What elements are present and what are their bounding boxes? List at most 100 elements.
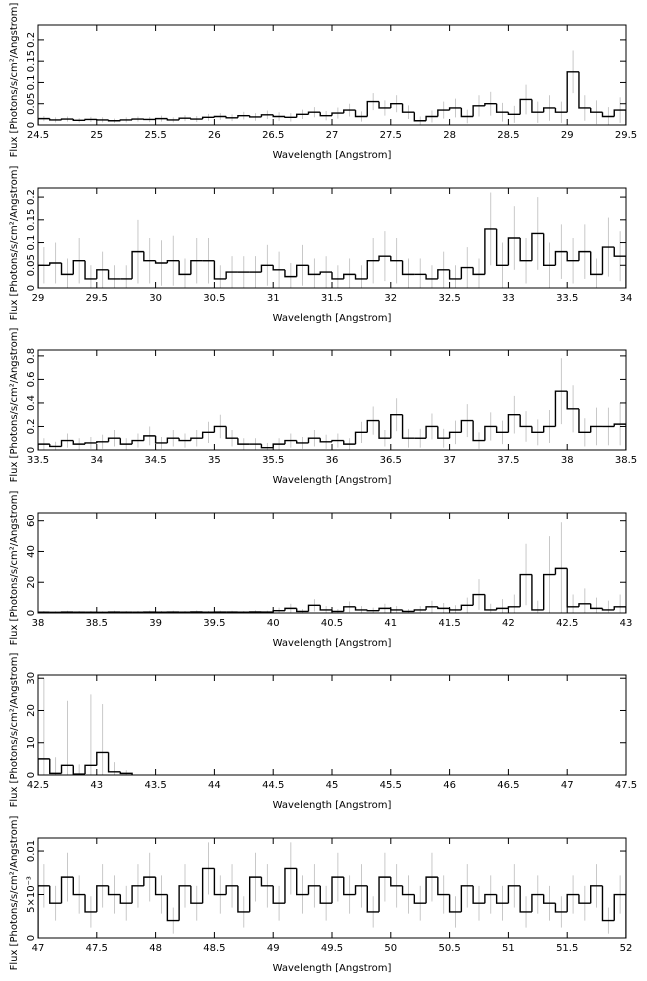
histogram-step	[531, 426, 544, 434]
x-tick-label: 41.5	[438, 618, 460, 629]
x-tick-label: 33.5	[27, 455, 49, 466]
histogram-step	[448, 269, 462, 280]
histogram-step	[554, 107, 568, 113]
x-tick-label: 49	[267, 943, 280, 954]
histogram-step	[248, 115, 262, 118]
histogram-step	[472, 593, 485, 606]
histogram-step	[284, 607, 297, 611]
histogram-step	[613, 247, 626, 288]
histogram-step	[60, 118, 74, 120]
x-tick-label: 43.5	[144, 780, 166, 791]
histogram-step	[590, 603, 603, 610]
histogram-step	[307, 437, 321, 443]
x-tick-label: 33	[502, 293, 515, 304]
x-tick-label: 29.5	[86, 293, 108, 304]
histogram-step	[84, 260, 97, 280]
y-axis-label: Flux [Photons/s/cm²/Angstrom]	[9, 166, 20, 321]
x-tick-label: 39.5	[203, 618, 225, 629]
histogram-step	[296, 264, 309, 277]
histogram-step	[72, 877, 86, 896]
plot-frame	[37, 674, 627, 776]
x-tick-label: 38.5	[86, 618, 108, 629]
histogram-step	[178, 438, 191, 442]
x-axis-label: Wavelength [Angstrom]	[273, 313, 392, 324]
x-tick-label: 25	[90, 130, 103, 141]
histogram-step	[484, 103, 497, 106]
histogram-step	[131, 439, 144, 445]
x-tick-label: 37	[443, 455, 456, 466]
histogram-step	[507, 237, 521, 266]
histogram-step	[131, 118, 144, 120]
histogram-step	[296, 113, 309, 118]
histogram-step	[107, 752, 121, 773]
error-bars	[43, 522, 621, 613]
histogram-step	[49, 118, 62, 121]
x-tick-label: 35.5	[262, 455, 284, 466]
histogram-step	[484, 425, 497, 441]
histogram-step	[495, 103, 509, 113]
x-tick-label: 47	[32, 943, 45, 954]
histogram-step	[519, 238, 532, 262]
x-tick-label: 40	[267, 618, 280, 629]
histogram-step	[107, 119, 121, 122]
histogram-step	[590, 425, 603, 433]
y-tick-label: 0.8	[26, 348, 37, 364]
histogram-step	[566, 893, 579, 912]
histogram-step	[343, 109, 356, 114]
histogram-step	[601, 608, 615, 611]
x-tick-label: 43	[90, 780, 103, 791]
histogram-step	[154, 260, 168, 264]
histogram-step	[354, 110, 368, 118]
histogram-step	[354, 885, 368, 895]
y-tick-label: 0.2	[26, 32, 37, 48]
histogram-step	[213, 425, 227, 433]
histogram-step	[578, 250, 591, 261]
histogram-step	[166, 260, 180, 263]
histogram-step	[590, 251, 603, 276]
histogram-step	[437, 606, 450, 610]
x-tick-label: 35	[208, 455, 221, 466]
y-tick-label: 20	[26, 576, 37, 589]
y-tick-label: 5×10⁻³	[26, 876, 37, 913]
histogram-step	[343, 440, 356, 445]
panel: 47 47.5 48 48.5 49 49.5 50 50.5 51 51.5 52 0 5×10⁻³ 0…	[9, 816, 632, 974]
histogram-step	[413, 112, 427, 122]
x-tick-label: 45	[326, 780, 339, 791]
histogram-step	[542, 107, 556, 113]
histogram-step	[143, 876, 156, 886]
histogram-step	[38, 264, 50, 288]
y-tick-label: 0	[26, 772, 37, 778]
histogram-step	[107, 885, 121, 896]
histogram-step	[201, 867, 215, 904]
x-tick-label: 38	[32, 618, 45, 629]
x-tick-label: 41	[384, 618, 397, 629]
x-tick-label: 52	[620, 943, 633, 954]
histogram	[38, 228, 626, 288]
y-tick-label: 0.2	[26, 189, 37, 205]
histogram-step	[307, 604, 321, 612]
x-tick-label: 32.5	[438, 293, 460, 304]
histogram-step	[578, 894, 591, 904]
histogram-step	[72, 765, 86, 775]
histogram-step	[201, 116, 215, 120]
x-tick-label: 25.5	[144, 130, 166, 141]
histogram-step	[260, 444, 274, 449]
histogram-step	[119, 771, 133, 775]
x-tick-label: 49.5	[321, 943, 343, 954]
histogram-step	[260, 264, 274, 273]
histogram-step	[531, 99, 544, 113]
histogram-step	[484, 893, 497, 904]
x-tick-label: 48	[149, 943, 162, 954]
x-tick-label: 51	[502, 943, 515, 954]
histogram-step	[542, 894, 556, 904]
histogram-step	[343, 606, 356, 612]
histogram-step	[284, 439, 297, 445]
histogram-step	[225, 271, 238, 279]
x-axis-label: Wavelength [Angstrom]	[273, 800, 392, 811]
histogram-step	[554, 903, 568, 913]
histogram-step	[190, 260, 203, 275]
histogram-step	[437, 877, 450, 896]
histogram-step	[331, 272, 344, 280]
histogram-step	[425, 115, 438, 121]
histogram-step	[354, 274, 368, 280]
